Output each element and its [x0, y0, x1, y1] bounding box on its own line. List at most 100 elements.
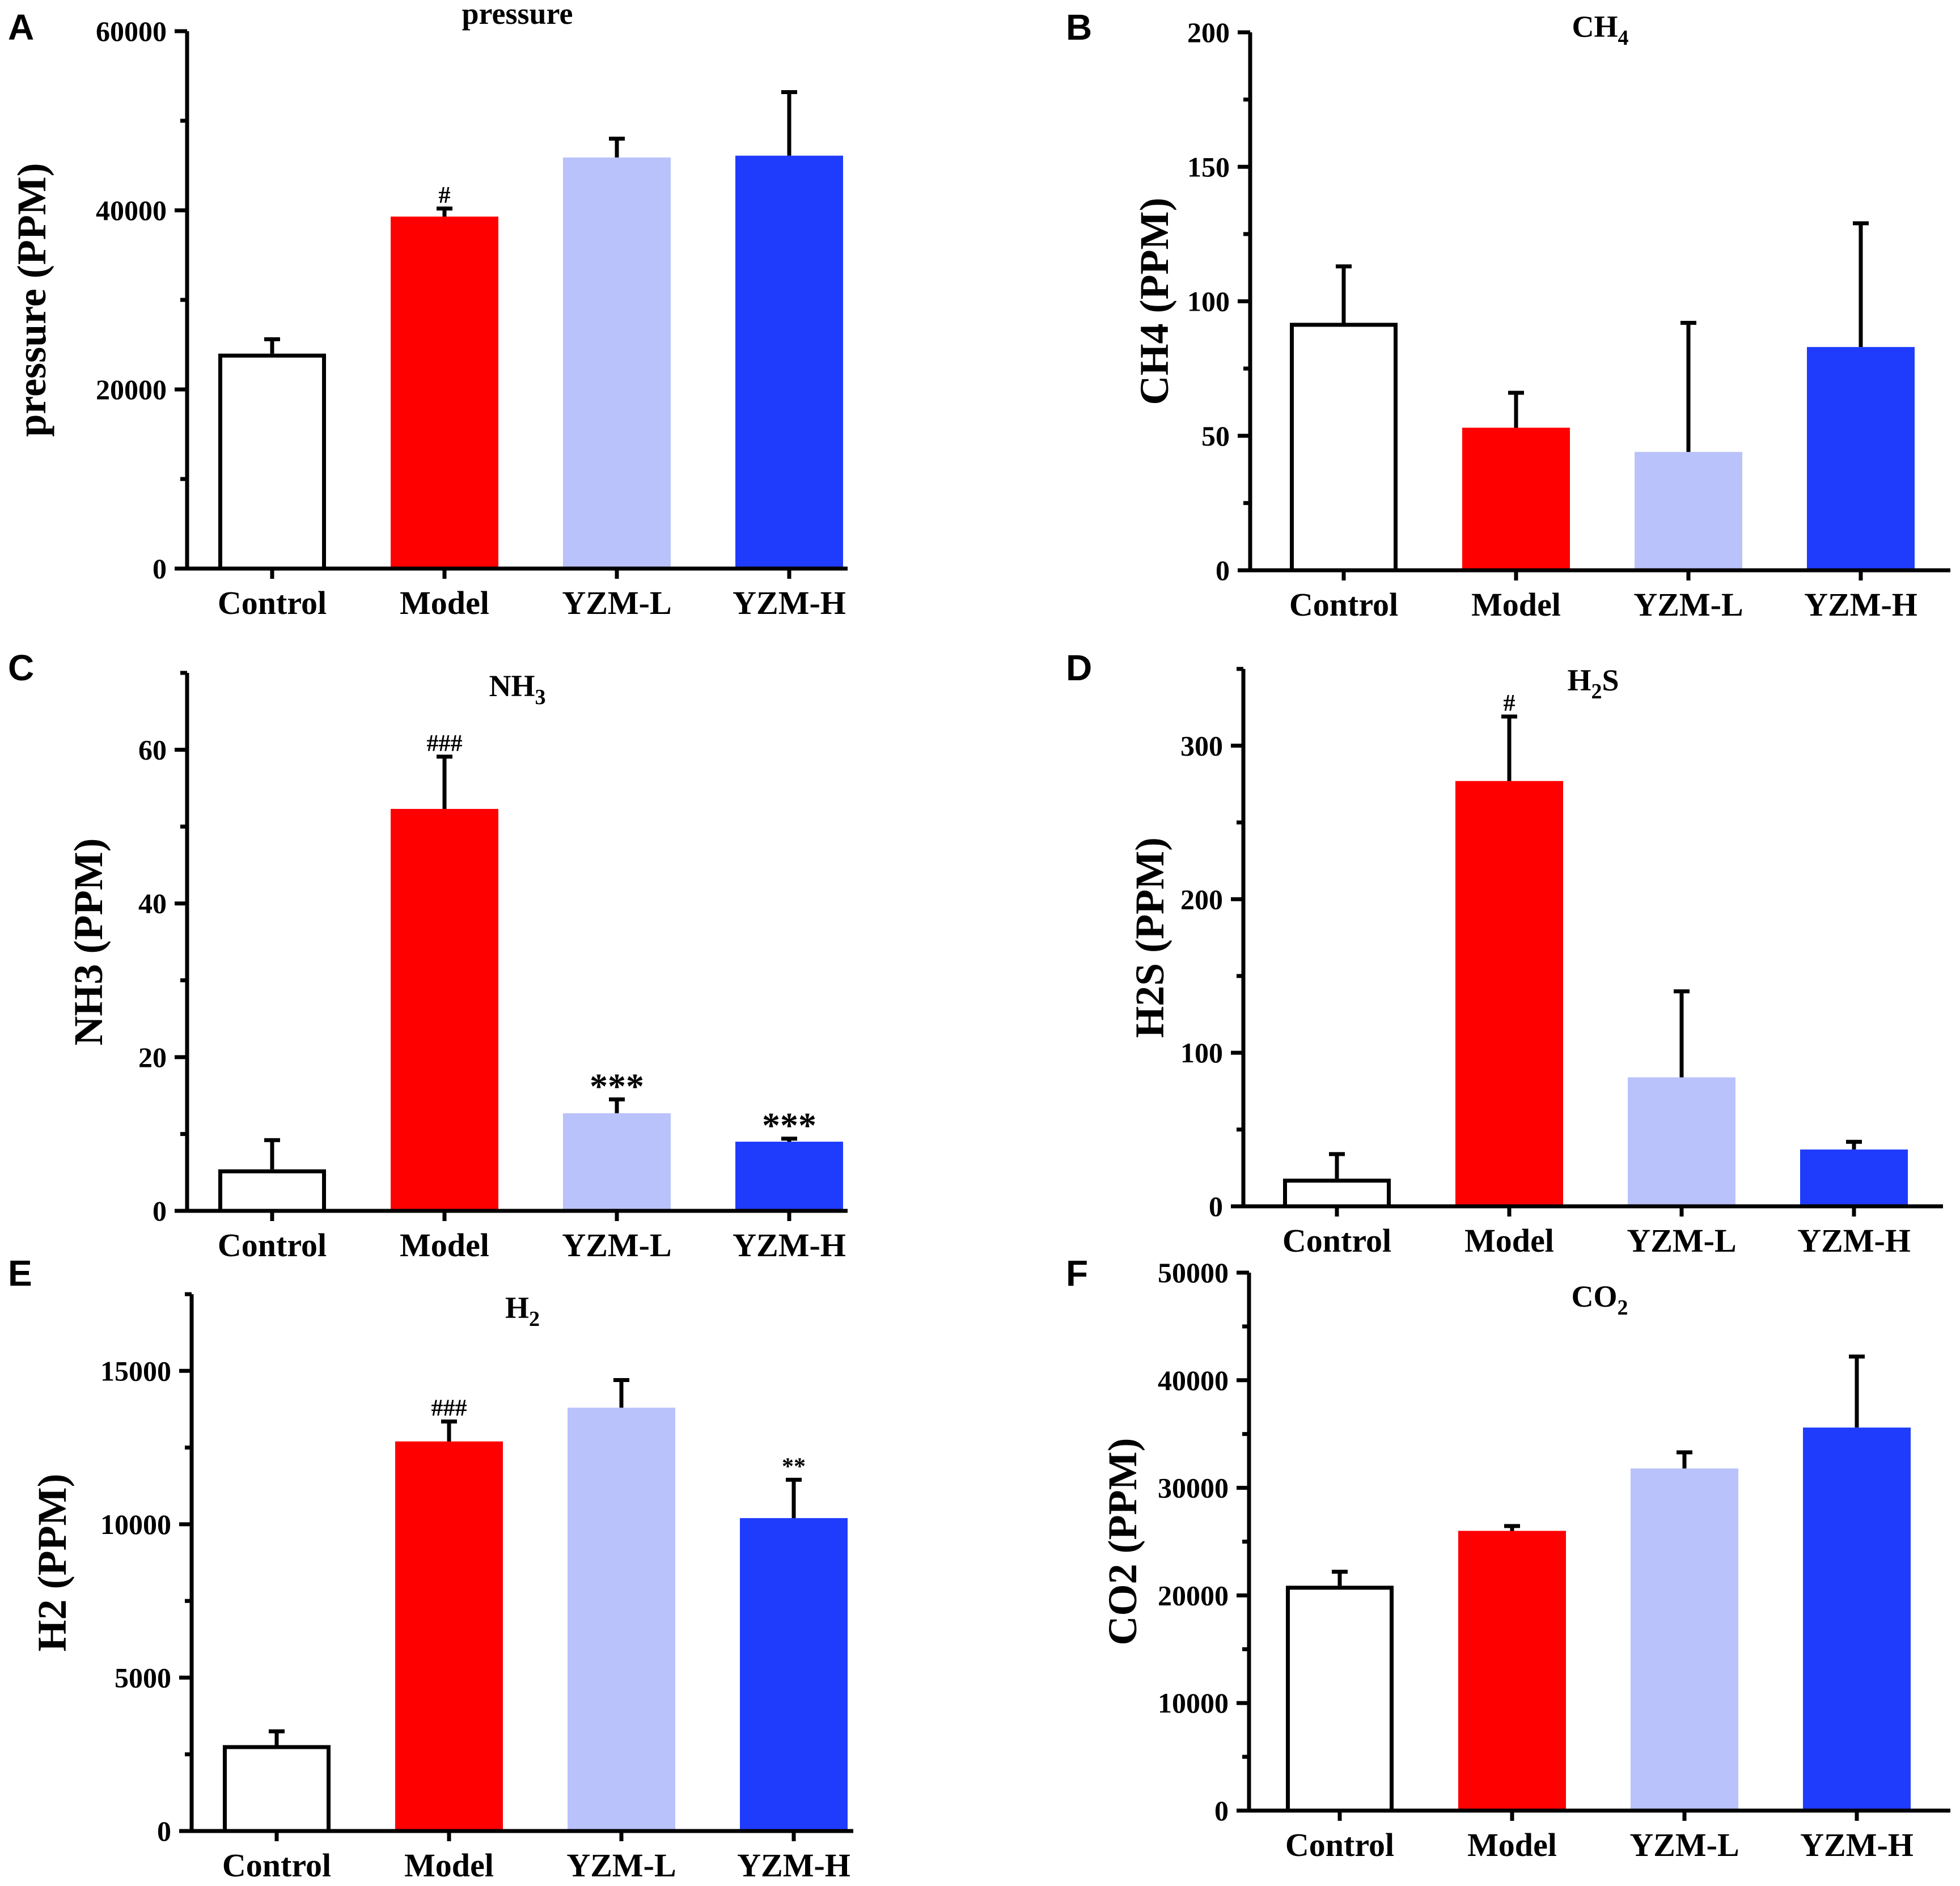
- y-tick-label: 150: [1187, 151, 1230, 183]
- bar-model: [1462, 427, 1570, 570]
- bar-yzm-l: [1628, 1077, 1735, 1206]
- significance-mark: ###: [427, 731, 463, 757]
- chart-title-main: CH: [1572, 10, 1618, 44]
- y-tick-label: 40: [138, 888, 167, 919]
- bar-control: [223, 1745, 331, 1833]
- bar-yzm-l: [568, 1408, 675, 1831]
- chart-title-main: NH: [489, 669, 535, 703]
- chart-title: pressure: [462, 0, 573, 31]
- bar-control: [218, 353, 326, 571]
- chart-title-subscript: 2: [1618, 1296, 1628, 1320]
- y-tick-label: 0: [157, 1815, 171, 1847]
- y-axis-title: pressure (PPM): [9, 163, 54, 436]
- bar-model: [1455, 781, 1563, 1206]
- y-tick-label: 0: [1216, 554, 1230, 586]
- x-tick-label: Control: [1289, 586, 1398, 623]
- y-tick-label: 60: [138, 734, 167, 766]
- x-tick-label: Model: [1471, 586, 1561, 623]
- panel-letter: A: [8, 7, 34, 48]
- x-tick-label: YZM-L: [1629, 1826, 1739, 1863]
- bar-yzm-l: [563, 157, 671, 569]
- y-tick-label: 20000: [1158, 1579, 1229, 1611]
- chart-title-subscript: 3: [535, 685, 546, 709]
- x-tick-label: YZM-H: [733, 584, 846, 621]
- chart-title-subscript: 2: [1591, 680, 1602, 703]
- y-tick-label: 5000: [115, 1662, 171, 1693]
- y-tick-label: 0: [1209, 1190, 1223, 1222]
- significance-mark: ***: [590, 1066, 644, 1106]
- chart-title-main: H: [1567, 663, 1591, 697]
- x-tick-label: Model: [400, 584, 489, 621]
- x-tick-label: YZM-L: [1627, 1222, 1736, 1259]
- bar-control: [1290, 323, 1398, 573]
- chart-title: CH4: [1572, 10, 1629, 50]
- x-tick-label: Control: [1285, 1826, 1394, 1863]
- y-tick-label: 15000: [100, 1355, 171, 1387]
- chart-title: NH3: [489, 669, 546, 709]
- bar-yzm-l: [563, 1113, 671, 1211]
- y-tick-label: 0: [153, 1195, 167, 1227]
- x-tick-label: Model: [400, 1227, 489, 1264]
- chart-panel-f: F CO2 CO2 (PPM) Control Model YZM-L YZM-H 0 1000…: [1066, 1253, 1950, 1863]
- bar-control: [218, 1169, 326, 1213]
- x-tick-label: Model: [1464, 1222, 1554, 1259]
- y-tick-label: 100: [1180, 1037, 1223, 1069]
- chart-panel-c: C NH3 NH3 (PPM) Control ### Model *** YZM-L *** Y…: [8, 647, 848, 1264]
- y-tick-label: 10000: [1158, 1687, 1229, 1719]
- y-tick-label: 40000: [1158, 1364, 1229, 1396]
- bar-model: [391, 808, 498, 1211]
- panel-letter: C: [8, 647, 34, 688]
- x-tick-label: YZM-L: [562, 1227, 671, 1264]
- y-tick-label: 60000: [96, 15, 167, 47]
- chart-title-main: pressure: [462, 0, 573, 31]
- bar-yzm-h: [1807, 347, 1915, 570]
- x-tick-label: YZM-H: [1797, 1222, 1911, 1259]
- bar-control: [1286, 1586, 1394, 1813]
- chart-title-main: CO: [1572, 1279, 1618, 1313]
- y-axis-title: H2S (PPM): [1127, 837, 1172, 1038]
- x-tick-label: YZM-L: [566, 1847, 676, 1883]
- bar-model: [391, 217, 498, 569]
- x-tick-label: YZM-H: [1800, 1826, 1914, 1863]
- y-tick-label: 30000: [1158, 1472, 1229, 1504]
- x-tick-label: Model: [1467, 1826, 1557, 1863]
- significance-mark: #: [1504, 690, 1515, 717]
- panel-letter: B: [1066, 7, 1092, 48]
- y-tick-label: 200: [1180, 883, 1223, 915]
- chart-title-main: H: [505, 1291, 529, 1325]
- significance-mark: **: [782, 1453, 806, 1480]
- y-axis-title: CO2 (PPM): [1100, 1438, 1145, 1646]
- bar-yzm-h: [735, 155, 843, 569]
- chart-title: CO2: [1572, 1279, 1628, 1320]
- chart-panel-e: E H2 H2 (PPM) Control ### Model YZM-L ** YZM-H 0 5…: [8, 1253, 853, 1884]
- panel-letter: D: [1066, 647, 1092, 688]
- bar-model: [1458, 1531, 1566, 1811]
- y-axis-title: NH3 (PPM): [66, 838, 111, 1046]
- x-tick-label: YZM-H: [1804, 586, 1917, 623]
- x-tick-label: YZM-H: [737, 1847, 850, 1883]
- y-tick-label: 0: [153, 553, 167, 584]
- y-tick-label: 50: [1201, 420, 1230, 452]
- chart-title: H2: [505, 1291, 540, 1331]
- y-tick-label: 10000: [100, 1508, 171, 1540]
- x-tick-label: Control: [218, 584, 327, 621]
- chart-title-subscript: 4: [1618, 26, 1629, 50]
- bar-yzm-h: [740, 1518, 848, 1831]
- y-tick-label: 0: [1214, 1795, 1229, 1826]
- panel-letter: F: [1066, 1253, 1088, 1294]
- x-tick-label: YZM-L: [1633, 586, 1743, 623]
- y-tick-label: 50000: [1158, 1257, 1229, 1289]
- x-tick-label: Model: [404, 1847, 494, 1883]
- y-tick-label: 200: [1187, 16, 1230, 48]
- bar-yzm-h: [735, 1141, 843, 1211]
- y-axis-title: H2 (PPM): [29, 1474, 75, 1652]
- y-tick-label: 40000: [96, 194, 167, 226]
- significance-mark: #: [439, 183, 451, 209]
- significance-mark: ***: [762, 1105, 816, 1146]
- y-axis-title: CH4 (PPM): [1132, 198, 1177, 405]
- y-tick-label: 20000: [96, 374, 167, 405]
- y-tick-label: 300: [1180, 730, 1223, 761]
- chart-title-suffix: S: [1602, 663, 1619, 697]
